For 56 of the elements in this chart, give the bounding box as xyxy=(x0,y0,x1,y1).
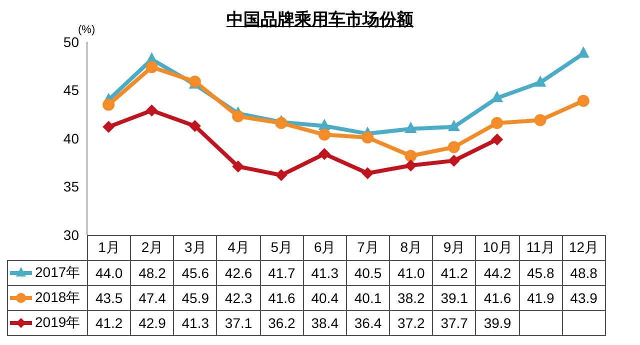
data-label: 43.9 xyxy=(562,286,606,310)
data-label: 42.3 xyxy=(216,286,260,310)
data-label: 48.2 xyxy=(130,260,174,286)
data-label: 41.6 xyxy=(260,286,304,310)
data-label: 38.2 xyxy=(390,286,433,310)
x-tick-label: 4月 xyxy=(216,236,260,260)
legend-label: 2018年 xyxy=(35,289,80,305)
data-label: 38.4 xyxy=(303,310,346,336)
legend-label: 2019年 xyxy=(35,314,80,330)
y-axis-title: (%) xyxy=(78,24,96,36)
data-label: 42.9 xyxy=(130,310,174,336)
x-tick-label: 6月 xyxy=(303,236,346,260)
chart-title: 中国品牌乘用车市场份额 xyxy=(226,10,414,29)
data-label: 41.2 xyxy=(432,260,476,286)
data-label: 42.6 xyxy=(216,260,260,286)
data-label: 40.4 xyxy=(303,286,346,310)
data-label: 39.9 xyxy=(476,310,520,336)
data-label: 45.6 xyxy=(174,260,217,286)
data-label: 45.9 xyxy=(174,286,217,310)
data-label: 41.3 xyxy=(303,260,346,286)
x-tick-label: 7月 xyxy=(346,236,390,260)
data-label: 41.0 xyxy=(390,260,433,286)
data-label: 37.7 xyxy=(432,310,476,336)
data-label: 44.0 xyxy=(88,260,131,286)
x-tick-label: 10月 xyxy=(476,236,520,260)
data-label: 37.1 xyxy=(216,310,260,336)
data-label: 40.5 xyxy=(346,260,390,286)
data-label: 36.2 xyxy=(260,310,304,336)
data-label: 41.9 xyxy=(519,286,562,310)
x-tick-label: 3月 xyxy=(174,236,217,260)
x-tick-label: 12月 xyxy=(562,236,606,260)
legend-label: 2017年 xyxy=(35,264,80,280)
x-tick-label: 8月 xyxy=(390,236,433,260)
y-tick-label: 40 xyxy=(63,130,80,146)
data-label: 39.1 xyxy=(432,286,476,310)
y-tick-label: 30 xyxy=(63,226,80,243)
x-tick-label: 1月 xyxy=(88,236,131,260)
data-label: 41.7 xyxy=(260,260,304,286)
y-tick-label: 45 xyxy=(63,82,80,98)
data-label: 41.6 xyxy=(476,286,520,310)
data-label: 36.4 xyxy=(346,310,390,336)
data-label: 44.2 xyxy=(476,260,520,286)
data-label: 43.5 xyxy=(88,286,131,310)
data-label: 41.2 xyxy=(88,310,131,336)
x-tick-label: 11月 xyxy=(519,236,562,260)
x-tick-label: 5月 xyxy=(260,236,304,260)
data-label: 41.3 xyxy=(174,310,217,336)
data-label: 40.1 xyxy=(346,286,390,310)
x-tick-label: 9月 xyxy=(432,236,476,260)
data-label: 45.8 xyxy=(519,260,562,286)
x-tick-label: 2月 xyxy=(130,236,174,260)
data-label: 37.2 xyxy=(390,310,433,336)
y-tick-label: 50 xyxy=(63,34,80,50)
data-label: 48.8 xyxy=(562,260,606,286)
data-label: 47.4 xyxy=(130,286,174,310)
y-tick-label: 35 xyxy=(63,178,80,195)
